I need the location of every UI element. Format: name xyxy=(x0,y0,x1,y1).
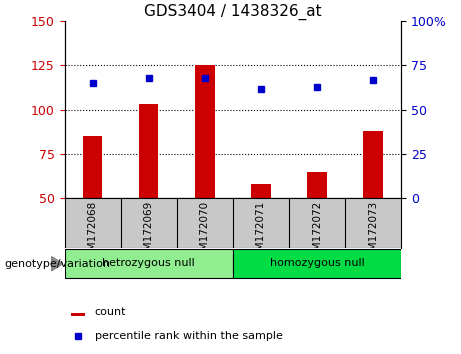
Text: GSM172070: GSM172070 xyxy=(200,201,210,264)
Bar xyxy=(83,136,102,198)
Bar xyxy=(195,65,214,198)
Text: GSM172069: GSM172069 xyxy=(144,201,154,264)
Bar xyxy=(65,249,233,278)
Text: GSM172073: GSM172073 xyxy=(368,201,378,264)
Text: GSM172072: GSM172072 xyxy=(312,201,322,264)
Bar xyxy=(71,313,85,316)
Bar xyxy=(363,131,383,198)
Title: GDS3404 / 1438326_at: GDS3404 / 1438326_at xyxy=(144,4,322,20)
Bar xyxy=(233,249,401,278)
Text: hetrozygous null: hetrozygous null xyxy=(102,258,195,268)
Text: GSM172071: GSM172071 xyxy=(256,201,266,264)
Bar xyxy=(139,104,159,198)
Bar xyxy=(251,184,271,198)
Bar xyxy=(307,172,327,198)
Text: percentile rank within the sample: percentile rank within the sample xyxy=(95,331,283,341)
Text: GSM172068: GSM172068 xyxy=(88,201,98,264)
Text: genotype/variation: genotype/variation xyxy=(5,259,111,269)
Text: count: count xyxy=(95,307,126,317)
Polygon shape xyxy=(52,257,63,271)
Text: homozygous null: homozygous null xyxy=(270,258,364,268)
